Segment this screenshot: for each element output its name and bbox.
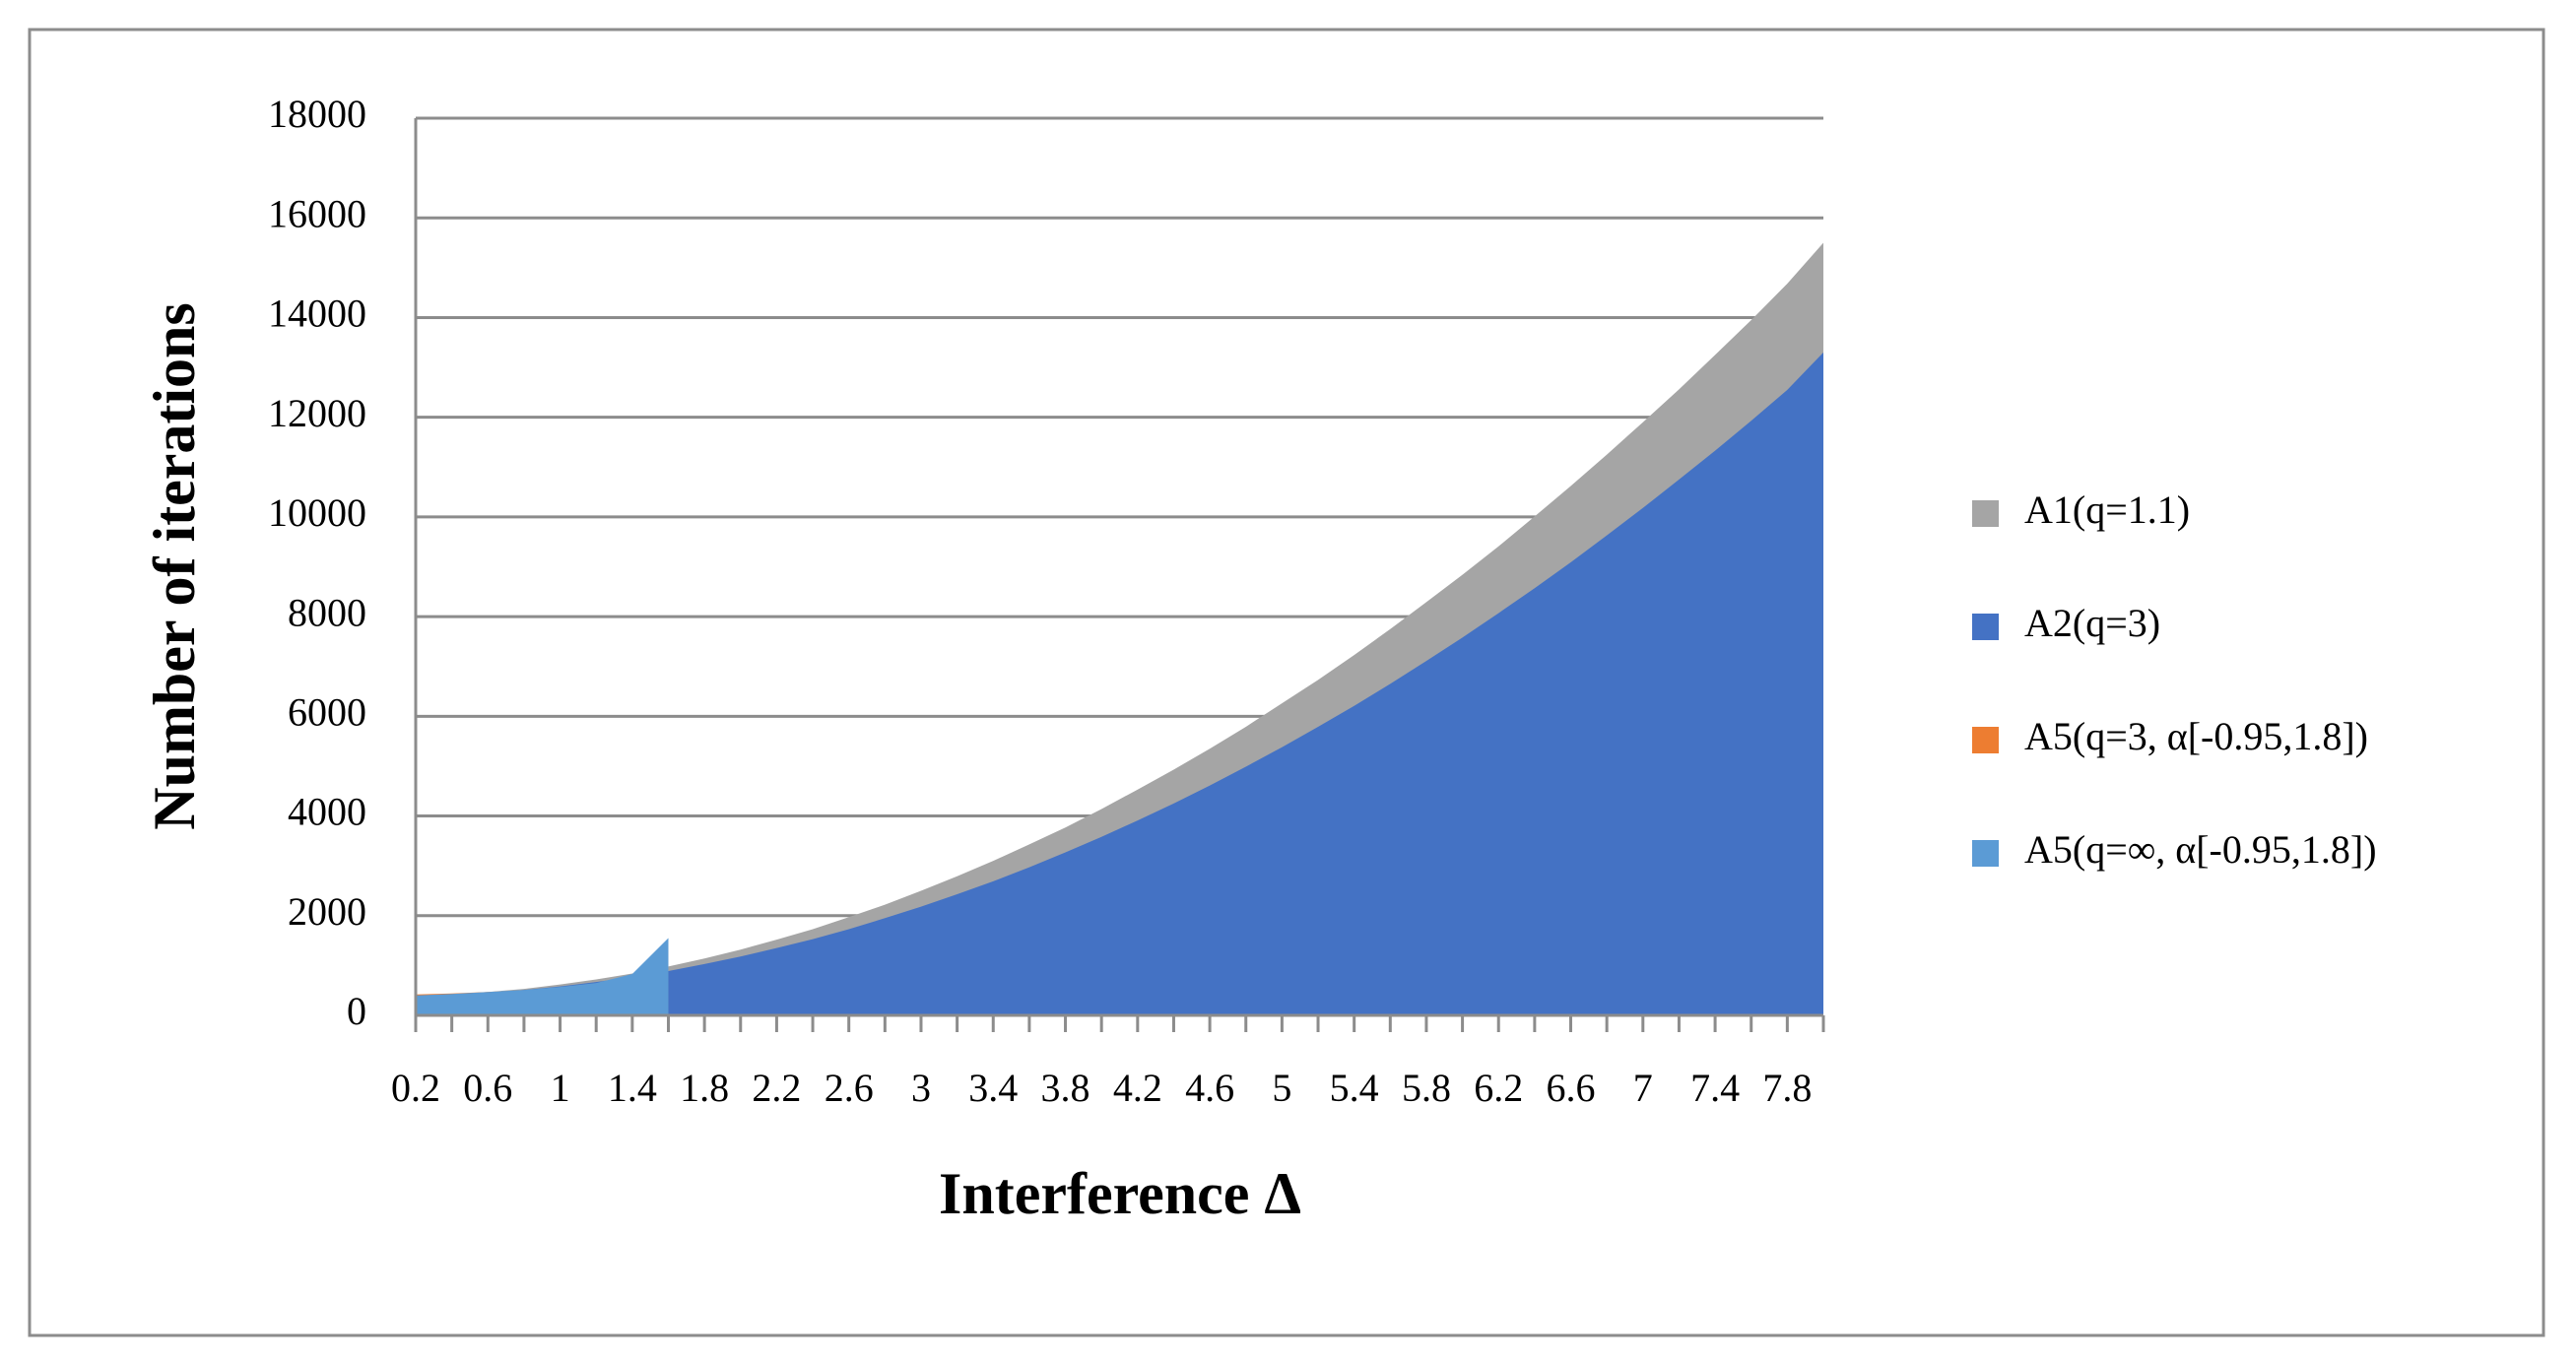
x-tick-label: 3	[911, 1066, 931, 1110]
x-tick-label: 0.6	[463, 1066, 512, 1110]
legend-swatch	[1972, 840, 1999, 867]
legend-label: A1(q=1.1)	[2024, 487, 2190, 532]
y-tick-label: 14000	[268, 292, 366, 336]
x-tick-label: 0.2	[391, 1066, 440, 1110]
y-tick-label: 10000	[268, 490, 366, 535]
x-tick-label: 7.4	[1690, 1066, 1740, 1110]
x-tick-label: 2.6	[825, 1066, 874, 1110]
legend-label: A5(q=3, α[-0.95,1.8])	[2024, 714, 2368, 758]
y-axis-title: Number of iterations	[142, 302, 207, 830]
y-tick-label: 6000	[288, 690, 366, 735]
y-tick-label: 8000	[288, 590, 366, 634]
legend-swatch	[1972, 727, 1999, 753]
y-tick-label: 12000	[268, 391, 366, 435]
x-tick-label: 7	[1633, 1066, 1653, 1110]
legend-swatch	[1972, 500, 1999, 527]
area	[416, 352, 1823, 1016]
y-tick-label: 2000	[288, 889, 366, 934]
y-tick-label: 0	[347, 989, 366, 1033]
chart-border	[28, 28, 2545, 1337]
x-tick-label: 3.8	[1041, 1066, 1090, 1110]
x-tick-label: 1.4	[608, 1066, 657, 1110]
x-tick-label: 6.6	[1547, 1066, 1596, 1110]
legend-label: A5(q=∞, α[-0.95,1.8])	[2024, 827, 2377, 872]
x-tick-label: 4.6	[1185, 1066, 1234, 1110]
x-tick-label: 6.2	[1474, 1066, 1523, 1110]
x-tick-label: 5	[1272, 1066, 1291, 1110]
legend-label: A2(q=3)	[2024, 601, 2160, 645]
area	[416, 938, 669, 1015]
x-axis-title: Interference Δ	[939, 1161, 1301, 1226]
x-tick-label: 7.8	[1762, 1066, 1812, 1110]
x-tick-label: 3.4	[968, 1066, 1018, 1110]
y-tick-label: 4000	[288, 790, 366, 834]
x-tick-label: 2.2	[752, 1066, 801, 1110]
x-tick-label: 1.8	[680, 1066, 729, 1110]
x-tick-label: 1	[551, 1066, 570, 1110]
y-tick-label: 16000	[268, 191, 366, 235]
x-tick-label: 4.2	[1113, 1066, 1162, 1110]
x-tick-label: 5.8	[1402, 1066, 1451, 1110]
y-tick-label: 18000	[268, 92, 366, 136]
x-tick-label: 5.4	[1330, 1066, 1379, 1110]
legend-swatch	[1972, 614, 1999, 640]
